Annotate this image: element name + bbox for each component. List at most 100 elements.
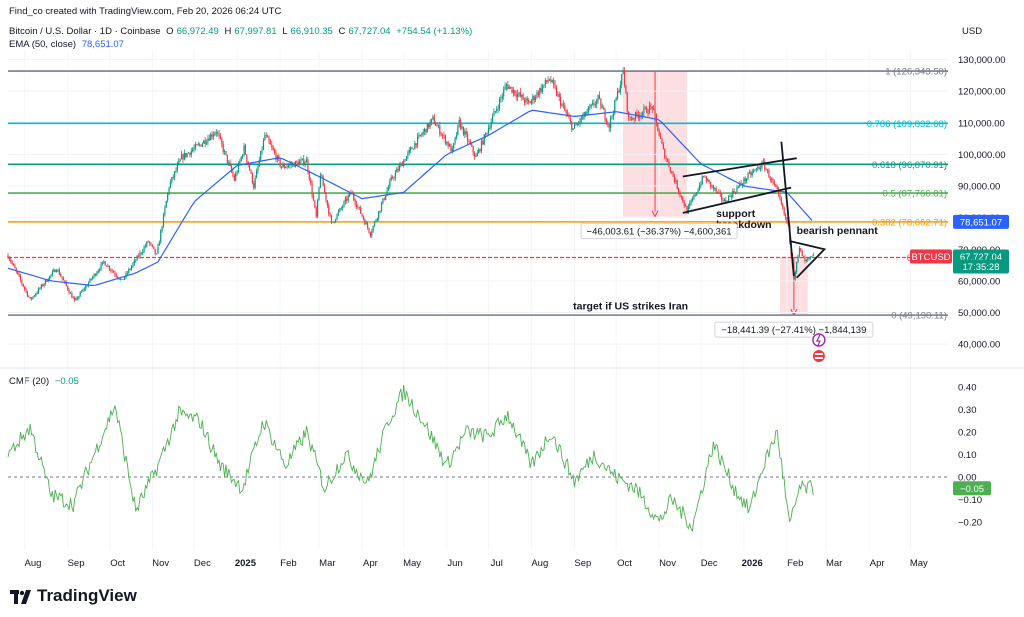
candle-body [687,206,689,214]
support-trendline[interactable] [682,186,792,214]
lightning-event-icon[interactable] [812,333,826,347]
tradingview-logo[interactable]: TradingView [10,586,137,606]
x-tick-label: 2025 [235,558,257,569]
candle-body [31,298,33,300]
candle-body [323,186,326,193]
candle-body [547,80,549,82]
candle-body [712,185,714,189]
candle-body [150,243,152,245]
candle-body [435,124,437,126]
candle-body [600,98,602,109]
candle-body [661,138,663,144]
ema-value: 78,651.07 [81,39,124,50]
bearish-pennant-shape[interactable] [790,240,827,279]
candle-body [267,135,269,138]
candle-body [226,154,228,163]
candle-body [480,140,483,152]
candle-body [668,160,670,168]
candle-body [553,80,555,85]
resistance-trendline[interactable] [682,157,797,178]
candle-body [44,280,47,284]
candle-body [454,137,456,144]
candle-body [108,265,110,270]
candle-body [558,94,560,97]
candle-body [329,214,331,216]
symbol-title[interactable]: Bitcoin / U.S. Dollar · 1D · Coinbase [9,26,161,37]
candle-body [100,263,102,270]
candle-body [475,156,477,157]
candle-body [367,223,369,228]
candle-body [705,177,708,182]
candle-body [358,206,360,208]
candle-body [144,245,147,247]
candle-body [172,177,174,178]
candle-body [317,200,319,217]
candle-body [589,106,591,108]
cmf-line[interactable] [7,384,814,533]
candle-body [751,172,753,176]
candle-body [32,296,34,299]
x-tick-label: Apr [363,558,378,569]
candle-body [207,138,209,143]
candle-body [693,194,695,199]
candle-body [25,289,27,292]
candle-body [340,207,342,209]
candle-body [590,104,592,107]
candle-body [572,128,574,130]
candle-body [196,144,198,146]
measure-label-box-2 [714,321,874,338]
candle-body [519,92,521,97]
ema-line[interactable] [7,109,813,287]
candle-body [798,248,801,256]
candle-body [708,179,710,182]
candle-body [632,118,634,120]
candle-body [544,80,546,85]
candle-body [261,149,263,151]
candle-body [648,105,651,114]
candle-body [410,147,412,150]
candle-body [319,175,322,188]
candle-body [404,160,406,162]
candle-body [486,133,488,135]
candle-body [812,254,814,256]
candle-body [257,166,259,171]
candle-body [382,198,384,204]
candle-body [94,274,97,276]
candle-body [700,184,702,186]
candle-body [626,92,628,112]
breakdown-line[interactable] [780,141,795,277]
candle-body [250,170,252,173]
cmf-legend[interactable]: CMF (20) −0.05 [9,376,82,387]
candle-body [203,140,205,144]
candle-body [221,138,223,145]
candle-body [314,200,316,208]
candle-body [373,221,376,226]
lightning-glyph-icon [815,334,821,347]
candle-body [497,108,499,110]
candle-body [586,112,588,115]
currency-label[interactable]: USD [962,26,983,37]
candle-body [723,199,726,202]
candle-body [160,230,162,243]
candle-body [21,280,23,284]
candle-body [601,107,603,109]
candle-body [312,195,315,201]
candle-body [455,135,458,138]
candle-body [333,221,335,223]
candle-body [629,117,631,120]
candle-body [130,266,133,270]
candle-body [36,292,38,294]
ema-legend[interactable]: EMA (50, close) 78,651.07 [9,39,127,50]
chart-credit: Find_co created with TradingView.com, Fe… [9,6,282,17]
us-flag-event-icon[interactable] [812,350,825,362]
candle-body [200,144,202,147]
candle-body [237,163,240,173]
candle-body [598,95,601,99]
candle-body [394,172,396,178]
candle-body [140,252,142,254]
candle-body [580,118,583,120]
candle-body [579,118,581,124]
candle-body [468,141,470,143]
candle-body [715,188,717,192]
